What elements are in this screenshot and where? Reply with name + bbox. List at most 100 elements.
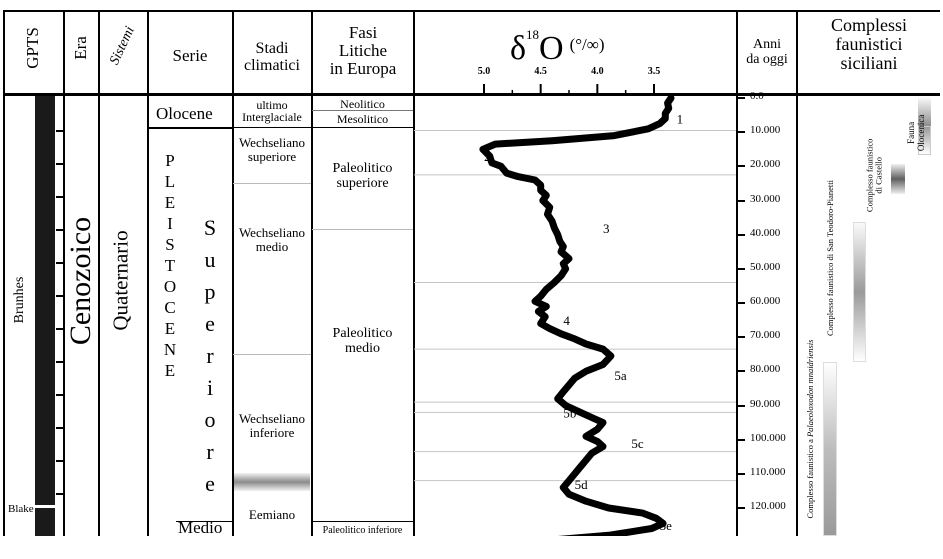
stadio-wechseliano-superiore: Wechseliano superiore bbox=[238, 135, 306, 164]
header-separator bbox=[3, 93, 940, 96]
age-tick bbox=[738, 302, 745, 304]
age-tick bbox=[738, 507, 745, 509]
age-tick bbox=[738, 233, 745, 236]
stadio-wechseliano-medio: Wechseliano medio bbox=[238, 225, 306, 254]
age-tick-label: 110.000 bbox=[750, 465, 786, 478]
blake-label: Blake bbox=[8, 503, 34, 515]
serie-medio: Medio bbox=[178, 518, 223, 537]
isotope-stage-label: 2 bbox=[484, 149, 491, 164]
san-teodoro-label: Complesso faunistico di San Teodoro-Pian… bbox=[825, 180, 835, 337]
isotope-stage-label: 4 bbox=[563, 313, 570, 328]
gpts-tick bbox=[56, 229, 64, 231]
header-anni: Anni da oggi bbox=[746, 37, 788, 67]
fasi-divider-3 bbox=[312, 229, 413, 230]
fasi-divider-4 bbox=[312, 521, 413, 522]
stadio-eemiano: Eemiano bbox=[248, 507, 296, 522]
isotope-stage-label: 3 bbox=[603, 221, 610, 236]
col-border-8 bbox=[796, 10, 798, 536]
gpts-tick bbox=[56, 427, 64, 429]
x-tick-label: 4.0 bbox=[591, 66, 604, 77]
gpts-tick bbox=[56, 163, 64, 165]
palaeoloxodon-label: Complesso faunistico a Palaeoloxodon mna… bbox=[805, 339, 815, 519]
castello-bar bbox=[891, 164, 905, 194]
col-border-2 bbox=[98, 10, 100, 536]
top-border bbox=[3, 10, 940, 12]
col-border-5 bbox=[311, 10, 313, 536]
age-tick bbox=[738, 97, 745, 99]
gpts-tick bbox=[56, 196, 64, 198]
brunhes-bar bbox=[35, 96, 55, 536]
age-tick bbox=[738, 336, 745, 339]
isotope-stage-label: 5c bbox=[631, 436, 644, 451]
age-tick-label: 120.000 bbox=[750, 500, 786, 512]
col-border-4 bbox=[232, 10, 234, 536]
delta18o-curve bbox=[479, 94, 675, 536]
age-tick-label: 50.000 bbox=[750, 260, 781, 273]
age-tick-label: 10.000 bbox=[750, 124, 781, 137]
isotope-stage-label: 5e bbox=[660, 518, 673, 533]
serie-olocene: Olocene bbox=[156, 104, 213, 123]
age-tick-label: 90.000 bbox=[750, 397, 781, 410]
fasi-divider-2 bbox=[312, 127, 413, 128]
age-tick-label: 0.0 bbox=[750, 90, 764, 102]
isotope-stage-label: 5d bbox=[575, 477, 589, 492]
age-tick bbox=[738, 370, 745, 373]
header-serie: Serie bbox=[172, 46, 208, 65]
fase-paleolitico-inferiore: Paleolitico inferiore bbox=[322, 525, 403, 536]
header-fasi: Fasi Litiche in Europa bbox=[329, 23, 397, 78]
gpts-tick bbox=[56, 361, 64, 363]
gpts-tick bbox=[56, 394, 64, 396]
eemiano-transition-band bbox=[234, 473, 310, 491]
header-delta18o: δ18O (°/∞) bbox=[510, 26, 605, 67]
castello-label: Complesso faunistico di Castello bbox=[864, 138, 884, 213]
age-tick bbox=[738, 131, 745, 134]
header-stadi: Stadi climatici bbox=[244, 40, 300, 74]
x-tick-label: 4.5 bbox=[534, 66, 547, 77]
fase-mesolitico: Mesolitico bbox=[336, 112, 389, 126]
isotope-stage-label: 1 bbox=[677, 112, 684, 127]
stadi-divider-2 bbox=[233, 183, 311, 184]
gpts-tick bbox=[56, 460, 64, 462]
gpts-tick bbox=[56, 328, 64, 330]
x-tick-label: 5.0 bbox=[478, 66, 491, 77]
fase-paleolitico-superiore: Paleolitico superiore bbox=[332, 161, 393, 191]
age-tick bbox=[738, 438, 745, 441]
palaeoloxodon-bar bbox=[823, 362, 837, 536]
age-tick-label: 20.000 bbox=[750, 158, 781, 171]
delta18o-chart: 5.0 4.5 4.0 3.5 1 2 3 4 5a 5b 5c 5d 5e bbox=[414, 66, 736, 536]
gpts-tick bbox=[56, 262, 64, 264]
fasi-divider-1 bbox=[312, 110, 413, 111]
col-border-1 bbox=[63, 10, 65, 536]
col-border-0 bbox=[3, 10, 5, 536]
isotope-stage-label: 5b bbox=[563, 405, 576, 420]
fase-neolitico: Neolitico bbox=[340, 97, 385, 111]
age-tick-label: 70.000 bbox=[750, 329, 781, 342]
header-complessi: Complessi faunistici siciliani bbox=[830, 15, 907, 73]
gpts-tick bbox=[56, 493, 64, 495]
age-tick-label: 60.000 bbox=[750, 295, 781, 307]
col-border-7 bbox=[736, 10, 738, 536]
gpts-tick bbox=[56, 130, 64, 132]
fauna-olocenica-bar bbox=[918, 96, 931, 126]
stadi-divider-3 bbox=[233, 354, 311, 355]
col-border-6 bbox=[413, 10, 415, 536]
stadi-divider-1 bbox=[233, 127, 311, 128]
fauna-olocenica-label: Fauna Olocenica bbox=[906, 114, 926, 152]
isotope-stage-label: 5a bbox=[614, 368, 627, 383]
stadio-wechseliano-inferiore: Wechseliano inferiore bbox=[238, 411, 306, 440]
fauna-olocenica-bar-lower bbox=[918, 126, 931, 155]
age-tick-label: 100.000 bbox=[750, 431, 786, 444]
stadio-ultimo-interglaciale: ultimo Interglaciale bbox=[242, 98, 302, 124]
olocene-divider bbox=[148, 127, 232, 129]
col-border-3 bbox=[147, 10, 149, 536]
gpts-tick bbox=[56, 295, 64, 297]
medio-divider bbox=[176, 521, 232, 522]
age-tick-label: 30.000 bbox=[750, 192, 781, 205]
san-teodoro-bar bbox=[853, 222, 866, 362]
blake-event-line bbox=[30, 505, 60, 508]
age-tick-label: 80.000 bbox=[750, 363, 781, 376]
age-tick bbox=[738, 267, 745, 270]
age-tick bbox=[738, 199, 745, 202]
